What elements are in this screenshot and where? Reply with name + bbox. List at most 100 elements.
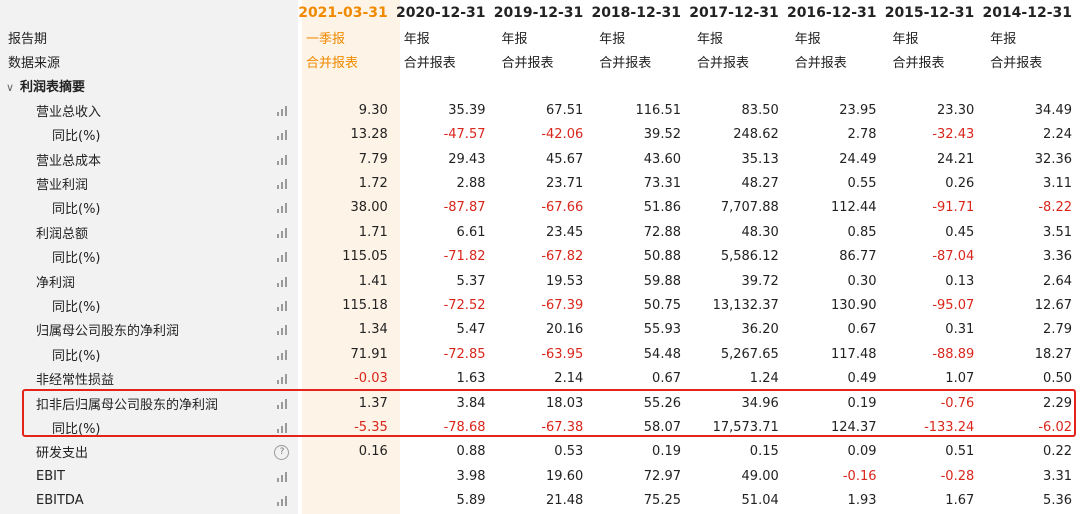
bar-chart-icon[interactable] [276, 202, 288, 214]
chart-icon-cell[interactable]: ? [273, 444, 290, 460]
value-cell: 116.51 [635, 102, 682, 118]
value-cell: 1.37 [358, 395, 388, 411]
chart-icon-cell[interactable] [273, 349, 290, 360]
help-icon[interactable]: ? [274, 444, 289, 460]
chart-icon-cell[interactable] [273, 251, 290, 263]
bar-chart-icon[interactable] [276, 373, 288, 385]
value-cell: 130.90 [831, 297, 877, 313]
value-cell: 7,707.88 [720, 200, 779, 216]
bar-chart-icon[interactable] [276, 154, 288, 165]
bar-chart-icon[interactable] [276, 129, 288, 141]
bar-chart-icon[interactable] [276, 227, 288, 238]
value-cell: 0.88 [456, 444, 486, 460]
chart-icon-cell[interactable] [273, 373, 290, 385]
value-cell: 23.30 [937, 102, 975, 118]
period-header-5[interactable]: 2016-12-31 [786, 4, 877, 21]
bar-chart-icon[interactable] [276, 349, 288, 360]
bar-chart-icon[interactable] [276, 178, 288, 190]
value-cell: -78.68 [443, 419, 486, 435]
value-cell: -71.82 [443, 249, 486, 265]
chart-icon-cell[interactable] [273, 276, 290, 287]
chart-icon-cell[interactable] [273, 227, 290, 238]
value-cell: 23.45 [546, 224, 584, 240]
chart-icon-cell[interactable] [273, 324, 290, 336]
value-cell: -91.71 [932, 200, 975, 216]
period-header-4[interactable]: 2017-12-31 [689, 4, 779, 21]
row-cells: 0.16 0.88 0.53 0.19 0.15 0.09 0.51 0.22 [298, 444, 1080, 459]
row-label: 扣非后归属母公司股东的净利润 [36, 397, 219, 413]
table-row: 营业利润 1.72 2.88 23.71 73.31 48.27 0.55 0.26 3.11 [0, 171, 1080, 195]
row-label: 同比(%) [52, 348, 101, 364]
value-cell: 13,132.37 [712, 297, 779, 313]
row-cells: 1.72 2.88 23.71 73.31 48.27 0.55 0.26 3.11 [298, 176, 1080, 191]
value-cell: 50.88 [643, 249, 681, 265]
value-cell: 0.45 [945, 224, 975, 240]
chart-icon-cell[interactable] [273, 398, 290, 409]
value-cell: 43.60 [643, 151, 681, 167]
chart-icon-cell[interactable] [273, 422, 290, 433]
period-header-2[interactable]: 2019-12-31 [493, 4, 584, 21]
row-label: 同比(%) [52, 299, 101, 315]
value-cell: 19.60 [546, 468, 584, 484]
section-label[interactable]: ∨ 利润表摘要 [0, 76, 280, 95]
meta-row-label: 报告期 [8, 31, 48, 47]
value-cell: -72.85 [443, 346, 486, 362]
value-cell: 48.27 [741, 176, 779, 192]
chart-icon-cell[interactable] [273, 129, 290, 141]
meta-cell: 合并报表 [697, 56, 750, 72]
value-cell: 38.00 [350, 200, 388, 216]
chart-icon-cell[interactable] [273, 105, 290, 116]
table-row: 同比(%) 115.05 -71.82 -67.82 50.88 5,586.12 86.7… [0, 245, 1080, 269]
table-row: 营业总成本 7.79 29.43 45.67 43.60 35.13 24.49 24.21 3… [0, 147, 1080, 171]
value-cell: 3.51 [1043, 224, 1072, 240]
chart-icon-cell[interactable] [273, 471, 290, 482]
value-cell: 54.48 [643, 346, 681, 362]
value-cell: 0.53 [554, 444, 584, 460]
chart-icon-cell[interactable] [273, 202, 290, 214]
value-cell: -0.16 [842, 468, 877, 484]
bar-chart-icon[interactable] [276, 422, 288, 433]
period-header-3[interactable]: 2018-12-31 [591, 4, 682, 21]
value-cell: 5.37 [456, 273, 486, 289]
bar-chart-icon[interactable] [276, 471, 288, 482]
chart-icon-cell[interactable] [273, 495, 290, 507]
value-cell: 0.09 [847, 444, 877, 460]
value-cell: 0.13 [945, 273, 975, 289]
bar-chart-icon[interactable] [276, 251, 288, 263]
value-cell: 2.78 [847, 127, 877, 143]
table-row: 同比(%) -5.35 -78.68 -67.38 58.07 17,573.71 124.… [0, 415, 1080, 439]
value-cell: 19.53 [546, 273, 584, 289]
bar-chart-icon[interactable] [276, 495, 288, 507]
value-cell: 24.49 [839, 151, 877, 167]
value-cell: 1.72 [358, 176, 388, 192]
value-cell: 72.88 [643, 224, 681, 240]
meta-cells: 合并报表 合并报表 合并报表 合并报表 合并报表 合并报表 合并报表 合并报表 [298, 52, 1080, 71]
value-cell: 1.41 [358, 273, 388, 289]
row-cells: 7.79 29.43 45.67 43.60 35.13 24.49 24.21 32.36 [298, 152, 1080, 167]
bar-chart-icon[interactable] [276, 276, 288, 287]
meta-cell: 合并报表 [892, 56, 945, 72]
period-header-0[interactable]: 2021-03-31 [298, 4, 388, 21]
collapse-chevron-icon[interactable]: ∨ [6, 81, 15, 95]
bar-chart-icon[interactable] [276, 324, 288, 336]
value-cell: 2.88 [456, 176, 486, 192]
meta-cell: 合并报表 [990, 56, 1043, 72]
bar-chart-icon[interactable] [276, 105, 288, 116]
period-header-7[interactable]: 2014-12-31 [982, 4, 1073, 21]
period-header-1[interactable]: 2020-12-31 [395, 4, 486, 21]
bar-chart-icon[interactable] [276, 398, 288, 409]
period-header-6[interactable]: 2015-12-31 [884, 4, 975, 21]
table-row: 营业总收入 9.30 35.39 67.51 116.51 83.50 23.95 23.30… [0, 98, 1080, 122]
section-row[interactable]: ∨ 利润表摘要 [0, 74, 1080, 98]
row-label: 非经常性损益 [36, 373, 115, 389]
chart-icon-cell[interactable] [273, 178, 290, 190]
value-cell: 0.31 [945, 322, 975, 338]
chart-icon-cell[interactable] [273, 154, 290, 165]
value-cell: 51.86 [643, 200, 681, 216]
bar-chart-icon[interactable] [276, 300, 288, 311]
row-label: 同比(%) [52, 421, 101, 437]
chart-icon-cell[interactable] [273, 300, 290, 311]
value-cell: 1.93 [847, 493, 877, 509]
value-cell: 34.96 [741, 395, 779, 411]
